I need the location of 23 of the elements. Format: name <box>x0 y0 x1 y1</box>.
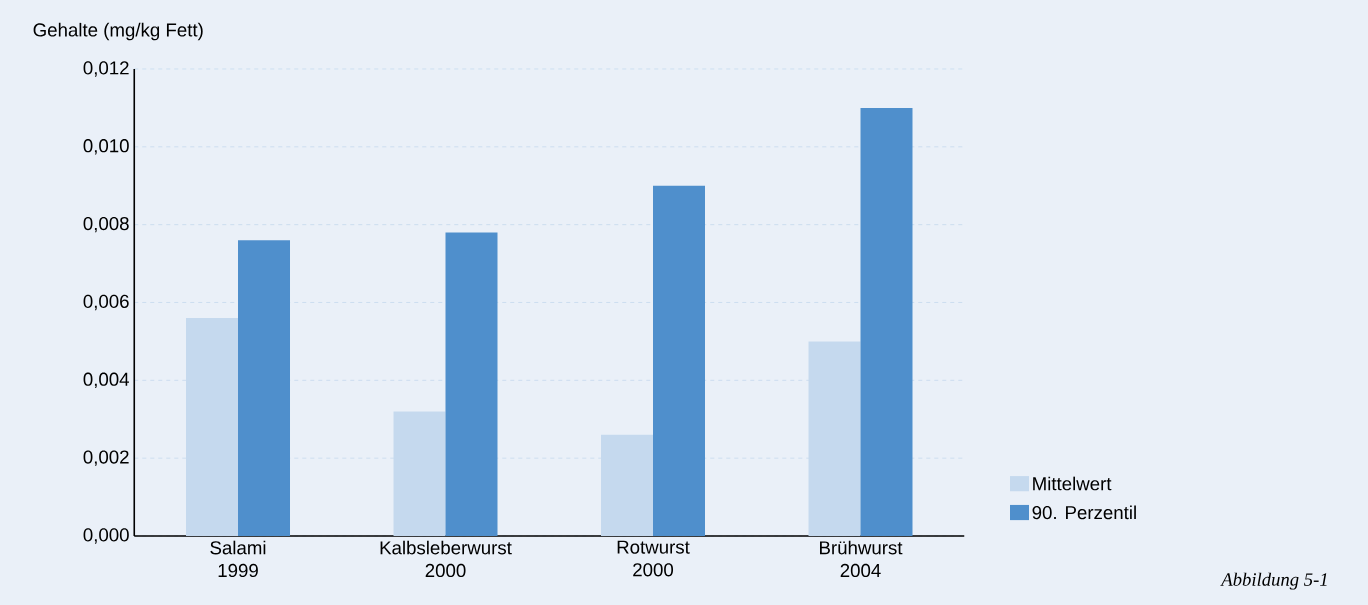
text: Abbildung 5-1 <box>1220 572 1327 590</box>
y-tick-label: 0,000 <box>83 528 129 544</box>
y-tick-label: 0,010 <box>83 139 129 155</box>
bar <box>186 318 239 536</box>
y-axis-title: Gehalte (mg/kg Fett) <box>33 22 203 41</box>
bar <box>860 107 913 536</box>
y-tick-label: 0,002 <box>83 450 129 466</box>
bar <box>808 341 861 536</box>
legend-label: Mittelwert <box>1033 476 1112 491</box>
bar <box>653 185 705 536</box>
x-tick-label: Kalbsleberwurst 2000 <box>380 540 512 578</box>
y-tick-label: 0,006 <box>83 294 129 311</box>
x-tick-label: Salami 1999 <box>210 540 266 578</box>
x-tick-label: Rotwurst 2000 <box>617 540 690 577</box>
y-tick-label: 0,012 <box>83 61 129 77</box>
bar <box>445 232 498 536</box>
x-tick-label: Brühwurst 2004 <box>820 540 903 578</box>
y-tick-label: 0,008 <box>83 216 129 233</box>
legend-label: 90. Perzentil <box>1032 505 1136 520</box>
y-tick-label: 0,004 <box>83 372 129 389</box>
bar <box>393 411 446 536</box>
bar <box>601 434 654 536</box>
bar <box>238 240 290 536</box>
